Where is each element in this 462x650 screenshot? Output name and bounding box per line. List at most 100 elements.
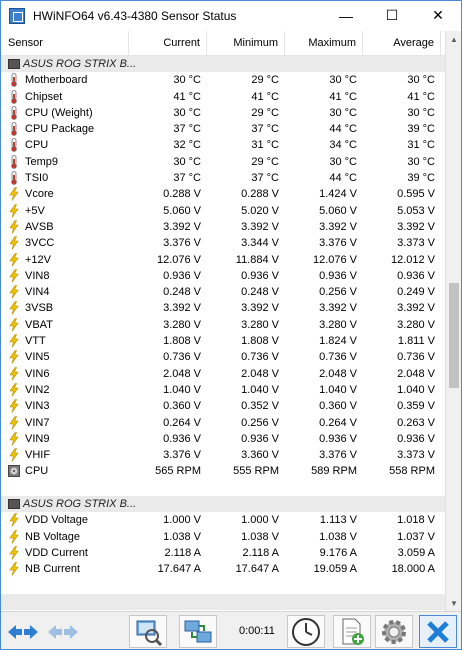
header-minimum[interactable]: Minimum [207,31,285,56]
nav-arrows-disabled-button[interactable] [45,615,81,648]
sensor-row[interactable]: VIN8 0.936 V 0.936 V 0.936 V 0.936 V [1,268,445,284]
value-current: 0.248 V [163,286,201,299]
value-average: 30 °C [407,155,435,168]
vertical-scrollbar[interactable]: ▲ ▼ [445,31,461,611]
network-monitor-button[interactable] [129,615,167,648]
sensor-name: VIN3 [25,400,50,413]
sensor-row[interactable]: VHIF 3.376 V 3.360 V 3.376 V 3.373 V [1,447,445,463]
value-average: 0.736 V [397,351,435,364]
value-average: 30 °C [407,74,435,87]
maximize-button[interactable]: ☐ [385,7,399,23]
value-maximum: 3.376 V [319,237,357,250]
clock-button[interactable] [287,615,325,648]
network-connect-button[interactable] [179,615,217,648]
settings-button[interactable] [375,615,413,648]
sensor-row[interactable]: Motherboard 30 °C 29 °C 30 °C 30 °C [1,72,445,88]
sensor-row[interactable]: CPU Package 37 °C 37 °C 44 °C 39 °C [1,121,445,137]
minimize-button[interactable]: — [339,7,353,24]
header-maximum[interactable]: Maximum [285,31,363,56]
value-minimum: 37 °C [251,123,279,136]
value-current: 3.392 V [163,302,201,315]
voltage-icon [9,203,19,218]
sensor-row[interactable]: CPU 565 RPM 555 RPM 589 RPM 558 RPM [1,463,445,479]
sensor-row[interactable]: VIN9 0.936 V 0.936 V 0.936 V 0.936 V [1,431,445,447]
value-minimum: 11.884 V [235,253,279,266]
add-report-button[interactable] [333,615,371,648]
elapsed-timer: 0:00:11 [239,625,275,637]
value-current: 1.000 V [163,514,201,527]
close-button[interactable]: ✕ [432,7,444,23]
sensor-group-header-partial[interactable] [1,593,445,610]
value-maximum: 1.824 V [319,335,357,348]
sensor-row[interactable]: VIN3 0.360 V 0.352 V 0.360 V 0.359 V [1,398,445,414]
sensor-row[interactable]: +12V 12.076 V 11.884 V 12.076 V 12.012 V [1,252,445,268]
sensor-row[interactable]: 3VCC 3.376 V 3.344 V 3.376 V 3.373 V [1,235,445,251]
value-minimum: 3.360 V [241,449,279,462]
sensor-row[interactable]: VTT 1.808 V 1.808 V 1.824 V 1.811 V [1,333,445,349]
sensor-row[interactable]: VDD Voltage 1.000 V 1.000 V 1.113 V 1.018 V [1,512,445,528]
sensor-row[interactable]: NB Current 17.647 A 17.647 A 19.059 A 18.000… [1,561,445,577]
value-current: 2.118 A [164,546,202,559]
nav-arrows-icon [8,624,38,639]
scroll-down-icon[interactable]: ▼ [450,598,458,608]
value-maximum: 0.736 V [319,351,357,364]
sensor-group-header[interactable]: ASUS ROG STRIX B... [1,56,445,73]
sensor-row[interactable]: VIN6 2.048 V 2.048 V 2.048 V 2.048 V [1,366,445,382]
voltage-icon [9,350,19,365]
sensor-row[interactable]: 3VSB 3.392 V 3.392 V 3.392 V 3.392 V [1,300,445,316]
sensor-row[interactable]: CPU (Weight) 30 °C 29 °C 30 °C 30 °C [1,105,445,121]
sensor-name: 3VSB [25,302,54,315]
sensor-group-header[interactable]: ASUS ROG STRIX B... [1,496,445,513]
header-current[interactable]: Current [129,31,207,56]
sensor-row[interactable]: CPU 32 °C 31 °C 34 °C 31 °C [1,137,445,153]
sensor-name: VDD Current [25,546,88,559]
voltage-icon [9,383,19,397]
sensor-row[interactable]: VIN5 0.736 V 0.736 V 0.736 V 0.736 V [1,349,445,365]
voltage-icon [9,513,19,527]
sensor-row[interactable]: VIN7 0.264 V 0.256 V 0.264 V 0.263 V [1,415,445,431]
value-minimum: 0.248 V [241,286,279,299]
column-header: Sensor Current Minimum Maximum Average [1,31,445,56]
nav-arrows-button[interactable] [5,615,41,648]
sensor-row[interactable]: Temp9 30 °C 29 °C 30 °C 30 °C [1,154,445,170]
header-sensor[interactable]: Sensor [1,31,129,56]
sensor-row[interactable]: VIN2 1.040 V 1.040 V 1.040 V 1.040 V [1,382,445,398]
sensor-row[interactable]: +5V 5.060 V 5.020 V 5.060 V 5.053 V [1,203,445,219]
value-minimum: 0.936 V [241,269,279,282]
sensor-name: CPU [25,139,49,152]
thermometer-icon [11,73,17,88]
value-maximum: 0.264 V [319,416,357,429]
value-minimum: 29 °C [251,106,279,119]
thermometer-icon [11,89,17,104]
sensor-row[interactable]: AVSB 3.392 V 3.392 V 3.392 V 3.392 V [1,219,445,235]
sensor-row[interactable]: Vcore 0.288 V 0.288 V 1.424 V 0.595 V [1,186,445,202]
sensor-row[interactable]: VDD Current 2.118 A 2.118 A 9.176 A 3.059 A [1,545,445,561]
value-current: 5.060 V [163,204,201,217]
sensor-row[interactable]: NB Voltage 1.038 V 1.038 V 1.038 V 1.037 V [1,529,445,545]
sensor-list[interactable]: ASUS ROG STRIX B... Motherboard 30 °C 29 °C… [1,56,445,611]
title-bar[interactable]: HWiNFO64 v6.43-4380 Sensor Status — ☐ ✕ [1,1,461,30]
value-maximum: 0.256 V [319,286,357,299]
value-current: 0.264 V [163,416,201,429]
scroll-up-icon[interactable]: ▲ [450,34,458,44]
voltage-icon [9,529,19,544]
value-current: 37 °C [173,172,201,185]
value-maximum: 34 °C [329,139,357,152]
voltage-icon [9,432,19,446]
value-minimum: 2.048 V [241,367,279,380]
sensor-row[interactable]: VBAT 3.280 V 3.280 V 3.280 V 3.280 V [1,317,445,333]
close-sensors-button[interactable] [419,615,457,648]
sensor-row[interactable]: Chipset 41 °C 41 °C 41 °C 41 °C [1,89,445,105]
value-current: 0.736 V [163,351,201,364]
value-average: 558 RPM [389,465,435,478]
sensor-row[interactable]: VIN4 0.248 V 0.248 V 0.256 V 0.249 V [1,284,445,300]
value-maximum: 1.424 V [319,188,357,201]
value-minimum: 29 °C [251,155,279,168]
close-x-icon [427,620,449,643]
voltage-icon [9,252,19,267]
value-current: 12.076 V [156,253,201,266]
header-average[interactable]: Average [363,31,441,56]
value-average: 18.000 A [391,563,435,576]
sensor-row[interactable]: TSI0 37 °C 37 °C 44 °C 39 °C [1,170,445,186]
scroll-thumb[interactable] [449,283,459,388]
